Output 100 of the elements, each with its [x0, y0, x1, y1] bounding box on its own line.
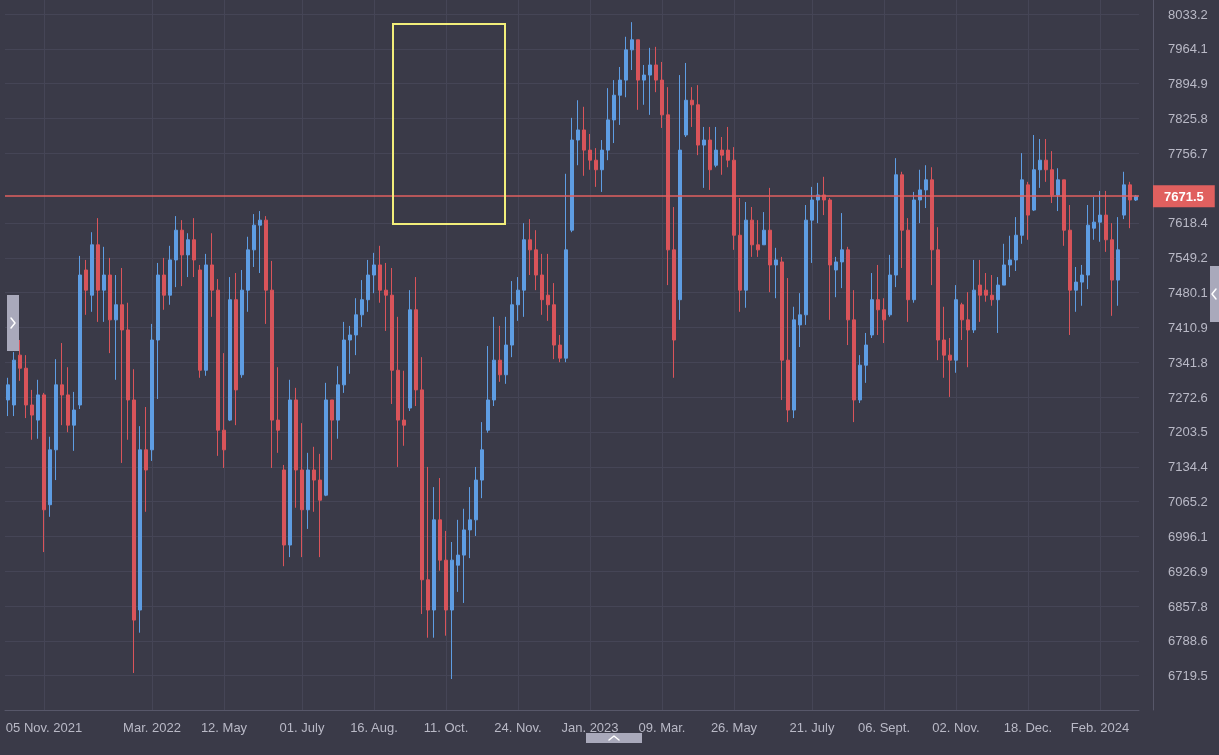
candlestick: [762, 211, 766, 246]
candlestick: [972, 259, 976, 334]
candlestick: [714, 126, 718, 168]
candlestick: [648, 47, 652, 116]
candlestick: [636, 39, 640, 111]
candlestick: [474, 466, 478, 537]
candlestick: [1032, 134, 1036, 212]
y-tick-label: 8033.2: [1168, 6, 1208, 22]
candlestick: [336, 365, 340, 440]
candlestick: [630, 21, 634, 71]
candlestick: [84, 259, 88, 316]
candlestick: [834, 256, 838, 298]
candlestick: [600, 139, 604, 193]
candlestick: [198, 264, 202, 379]
candlestick: [342, 321, 346, 394]
candlestick: [924, 164, 928, 209]
candlestick: [756, 219, 760, 258]
candlestick: [186, 232, 190, 278]
candlestick: [774, 247, 778, 299]
candlestick: [564, 173, 568, 363]
candlestick: [60, 342, 64, 426]
candlestick: [48, 436, 52, 518]
candlestick: [174, 215, 178, 288]
ref-line-label: 7671.5: [1164, 188, 1204, 204]
y-tick-label: 7410.9: [1168, 319, 1208, 335]
candlestick: [558, 334, 562, 363]
candlestick: [150, 323, 154, 462]
candlestick: [510, 280, 514, 358]
x-tick-label: 21. July: [789, 720, 835, 735]
y-tick-label: 6857.8: [1168, 598, 1208, 614]
candlestick: [456, 519, 460, 593]
candlestick: [450, 541, 454, 680]
candlestick: [246, 236, 250, 313]
candlestick: [384, 262, 388, 332]
candlestick: [990, 274, 994, 307]
candlestick: [90, 231, 94, 313]
candlestick: [132, 368, 136, 674]
x-tick-label: 01. July: [279, 720, 325, 735]
candlestick: [624, 36, 628, 98]
candlestick: [876, 264, 880, 336]
candlestick: [576, 99, 580, 166]
candlestick: [18, 339, 22, 382]
y-tick-label: 6719.5: [1168, 668, 1208, 684]
candlestick: [804, 204, 808, 326]
candlestick: [120, 267, 124, 464]
candlestick: [918, 169, 922, 224]
x-tick-label: 16. Aug.: [350, 720, 398, 735]
candlestick: [42, 392, 46, 553]
candlestick: [1086, 204, 1090, 290]
candlestick: [12, 351, 16, 417]
candlestick: [108, 257, 112, 354]
x-tick-label: 02. Nov.: [932, 720, 980, 735]
x-tick-label: 09. Mar.: [638, 720, 686, 735]
candlestick: [498, 325, 502, 383]
candlestick: [870, 272, 874, 339]
candlestick: [54, 358, 58, 481]
x-tick-label: 11. Oct.: [423, 720, 469, 735]
candlestick: [1020, 152, 1024, 245]
candlestick: [786, 277, 790, 423]
y-tick-label: 7480.1: [1168, 285, 1208, 301]
candlestick: [366, 259, 370, 313]
candlestick: [438, 477, 442, 572]
candlestick: [204, 253, 208, 377]
candlestick: [234, 272, 238, 426]
candlestick: [258, 210, 262, 274]
candlestick: [750, 206, 754, 258]
candlestick: [444, 530, 448, 637]
candlestick: [1068, 204, 1072, 336]
y-tick-label: 6926.9: [1168, 563, 1208, 579]
candlestick: [540, 253, 544, 316]
candlestick: [570, 117, 574, 233]
candlestick: [1080, 264, 1084, 307]
candlestick: [30, 389, 34, 441]
candlestick: [852, 289, 856, 423]
candlestick: [396, 316, 400, 468]
candlestick: [720, 136, 724, 176]
candlestick: [528, 218, 532, 276]
y-tick-label: 7964.1: [1168, 41, 1208, 57]
candlestick: [1002, 243, 1006, 286]
candlestick: [864, 332, 868, 384]
candlestick: [684, 62, 688, 138]
candlestick: [216, 278, 220, 457]
candlestick: [1110, 222, 1114, 317]
y-tick-label: 7341.8: [1168, 354, 1208, 370]
candlestick: [114, 274, 118, 381]
candlestick: [726, 126, 730, 168]
candlestick: [324, 382, 328, 497]
y-tick-label: 7825.8: [1168, 110, 1208, 126]
candlestick: [840, 212, 844, 289]
candlestick: [810, 186, 814, 264]
candlestick: [690, 86, 694, 128]
x-tick-label: 06. Sept.: [857, 720, 911, 735]
candlestick: [348, 325, 352, 375]
candlestick: [660, 61, 664, 129]
candlestick: [1056, 167, 1060, 212]
candlestick: [942, 306, 946, 379]
candlestick: [288, 379, 292, 558]
candlestick: [996, 276, 1000, 334]
candlestick: [162, 257, 166, 311]
candlestick: [894, 157, 898, 288]
